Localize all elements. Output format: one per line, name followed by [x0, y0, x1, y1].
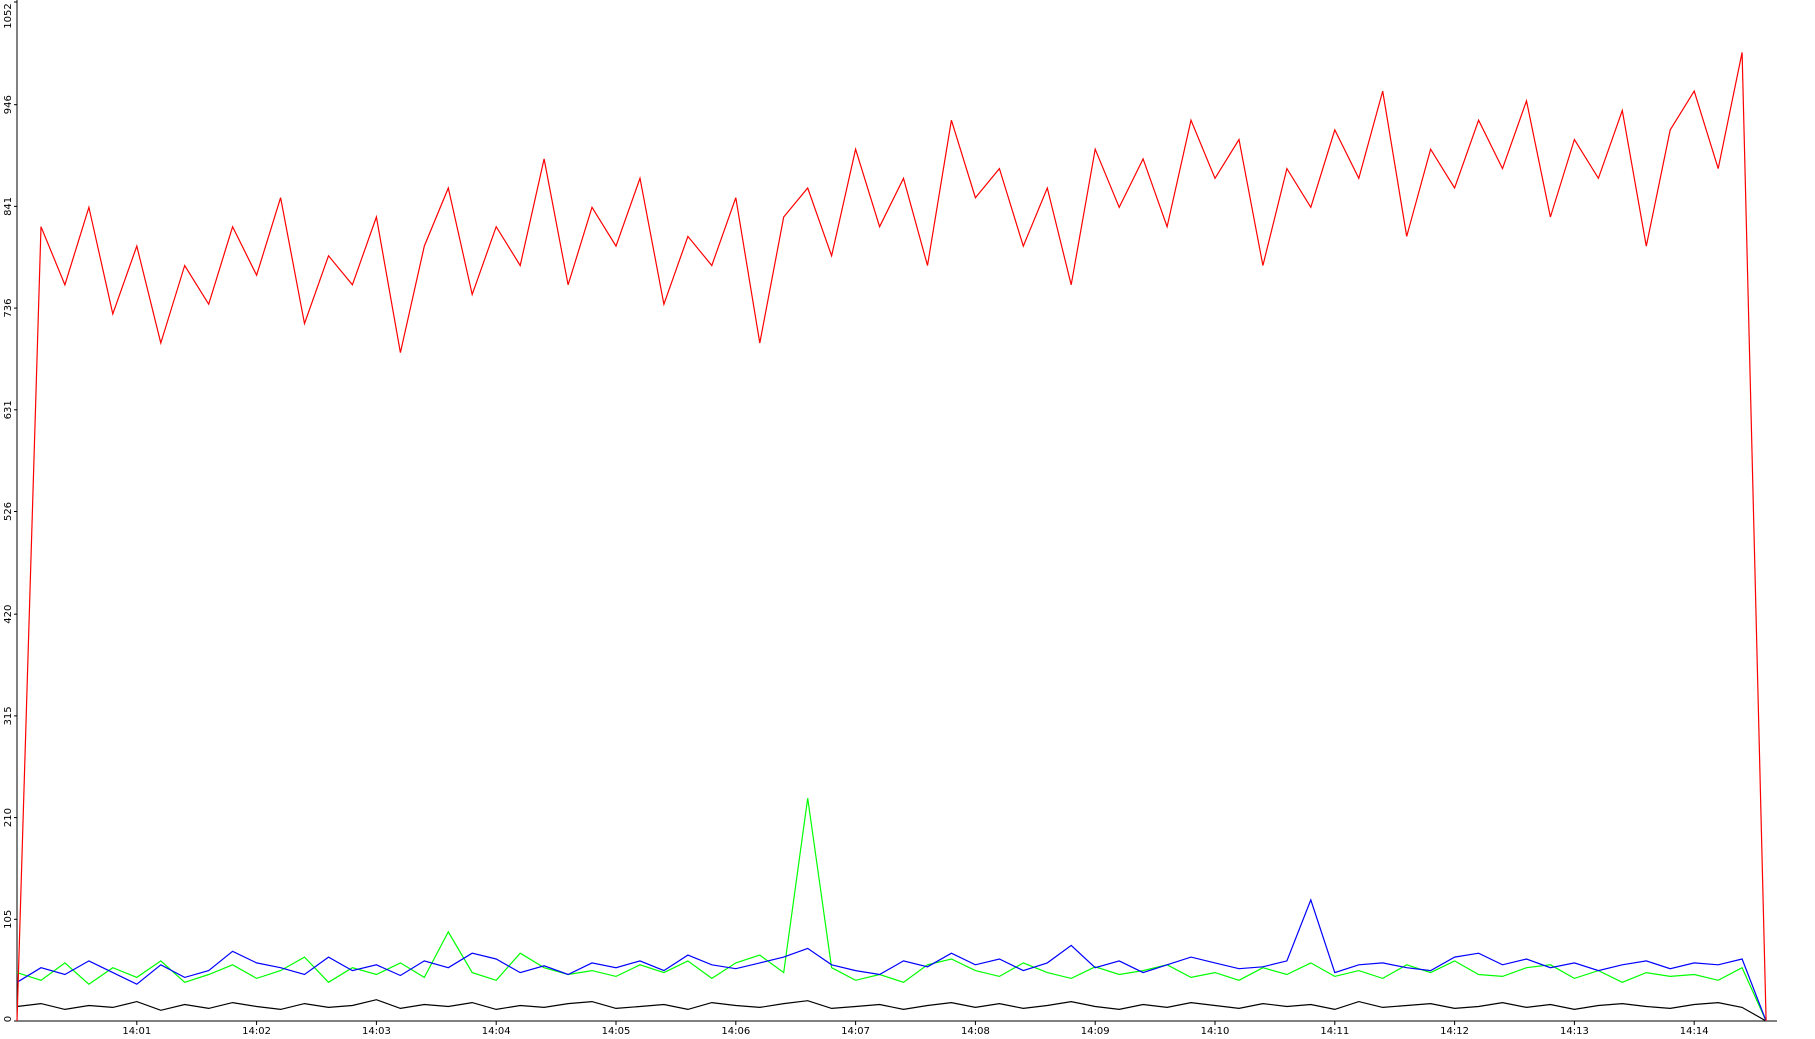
- x-tick-label: 14:09: [1081, 1026, 1110, 1037]
- y-tick-label: 420: [3, 605, 14, 624]
- y-tick-label: 736: [3, 299, 14, 318]
- y-tick-label: 0: [3, 1016, 14, 1022]
- y-tick-label: 105: [3, 910, 14, 929]
- x-tick-label: 14:02: [242, 1026, 271, 1037]
- y-tick-label: 631: [3, 400, 14, 419]
- x-tick-label: 14:10: [1201, 1026, 1230, 1037]
- series-line: [16, 52, 1767, 1022]
- y-tick-label: 841: [3, 197, 14, 216]
- x-tick-label: 14:11: [1320, 1026, 1349, 1037]
- series-line: [16, 798, 1767, 1022]
- x-tick-label: 14:03: [362, 1026, 391, 1037]
- y-tick-label: 946: [3, 95, 14, 114]
- series-line: [16, 999, 1767, 1022]
- x-tick-label: 14:01: [122, 1026, 151, 1037]
- y-tick-label: 1052: [3, 3, 14, 28]
- x-tick-label: 14:14: [1680, 1026, 1709, 1037]
- x-tick-label: 14:13: [1560, 1026, 1589, 1037]
- x-tick-label: 14:12: [1440, 1026, 1469, 1037]
- x-tick-label: 14:08: [961, 1026, 990, 1037]
- y-tick-label: 210: [3, 808, 14, 827]
- series-line: [16, 898, 1767, 1022]
- x-tick-label: 14:06: [721, 1026, 750, 1037]
- x-tick-label: 14:04: [482, 1026, 511, 1037]
- x-tick-label: 14:07: [841, 1026, 870, 1037]
- y-tick-label: 315: [3, 706, 14, 725]
- x-tick-label: 14:05: [602, 1026, 631, 1037]
- y-tick-label: 526: [3, 502, 14, 521]
